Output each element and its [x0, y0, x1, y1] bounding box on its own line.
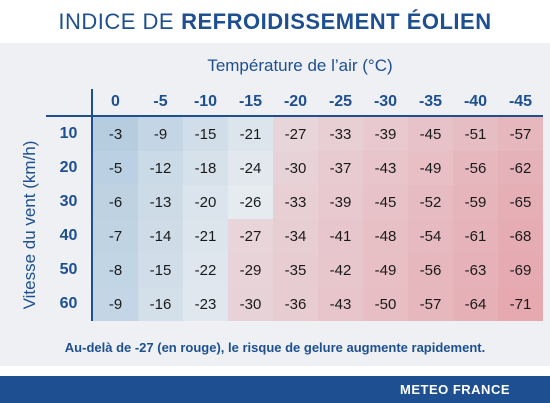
- wind-chill-cell: -50: [363, 287, 408, 321]
- wind-chill-cell: -65: [498, 185, 543, 219]
- y-axis-label: Vitesse du vent (km/h): [20, 140, 39, 310]
- wind-chill-cell: -18: [183, 151, 228, 185]
- wind-chill-cell: -15: [183, 116, 228, 151]
- risk-note: Au-delà de -27 (en rouge), le risque de …: [64, 340, 486, 355]
- wind-chill-cell: -37: [318, 151, 363, 185]
- wind-chill-cell: -27: [228, 219, 273, 253]
- table-row: 30 -6 -13 -20 -26 -33 -39 -45 -52 -59 -65: [46, 185, 543, 219]
- wind-chill-cell: -14: [138, 219, 183, 253]
- wind-chill-cell: -35: [273, 253, 318, 287]
- wind-chill-cell: -62: [498, 151, 543, 185]
- table-row: 50 -8 -15 -22 -29 -35 -42 -49 -56 -63 -69: [46, 253, 543, 287]
- temperature-header: -30: [363, 89, 408, 117]
- table-row: 20 -5 -12 -18 -24 -30 -37 -43 -49 -56 -62: [46, 151, 543, 185]
- wind-chill-cell: -39: [363, 116, 408, 151]
- wind-chill-cell: -6: [92, 185, 138, 219]
- wind-chill-cell: -49: [363, 253, 408, 287]
- wind-chill-cell: -13: [138, 185, 183, 219]
- wind-speed-header: 50: [46, 253, 93, 287]
- header-row: 0 -5 -10 -15 -20 -25 -30 -35 -40 -45: [46, 89, 543, 117]
- temperature-header: -10: [183, 89, 228, 117]
- wind-chill-cell: -8: [92, 253, 138, 287]
- wind-chill-cell: -21: [228, 116, 273, 151]
- wind-chill-cell: -33: [318, 116, 363, 151]
- temperature-header: -35: [408, 89, 453, 117]
- temperature-header: -5: [138, 89, 183, 117]
- wind-chill-cell: -57: [498, 116, 543, 151]
- wind-chill-cell: -29: [228, 253, 273, 287]
- wind-chill-cell: -15: [138, 253, 183, 287]
- wind-chill-cell: -56: [453, 151, 498, 185]
- temperature-header: -45: [498, 89, 543, 117]
- title-bar: INDICE DE REFROIDISSEMENT ÉOLIEN: [0, 0, 550, 43]
- wind-chill-cell: -63: [453, 253, 498, 287]
- wind-chill-cell: -49: [408, 151, 453, 185]
- table-row: 10 -3 -9 -15 -21 -27 -33 -39 -45 -51 -57: [46, 116, 543, 151]
- wind-chill-cell: -52: [408, 185, 453, 219]
- wind-chill-cell: -9: [92, 287, 138, 321]
- table-row: 40 -7 -14 -21 -27 -34 -41 -48 -54 -61 -68: [46, 219, 543, 253]
- wind-chill-cell: -45: [363, 185, 408, 219]
- wind-chill-cell: -41: [318, 219, 363, 253]
- footer-bar: METEO FRANCE: [0, 376, 550, 403]
- wind-chill-cell: -69: [498, 253, 543, 287]
- wind-chill-cell: -20: [183, 185, 228, 219]
- wind-chill-cell: -9: [138, 116, 183, 151]
- wind-speed-header: 60: [46, 287, 93, 321]
- wind-chill-cell: -43: [363, 151, 408, 185]
- title-bold: REFROIDISSEMENT ÉOLIEN: [181, 8, 492, 34]
- wind-chill-cell: -16: [138, 287, 183, 321]
- temperature-header: -25: [318, 89, 363, 117]
- wind-chill-cell: -33: [273, 185, 318, 219]
- title-light: INDICE DE: [58, 8, 175, 34]
- wind-chill-cell: -34: [273, 219, 318, 253]
- wind-chill-cell: -64: [453, 287, 498, 321]
- wind-chill-cell: -42: [318, 253, 363, 287]
- table-body: 10 -3 -9 -15 -21 -27 -33 -39 -45 -51 -57 20 -5 -12 -18…: [46, 116, 543, 321]
- wind-chill-cell: -36: [273, 287, 318, 321]
- temperature-header: -20: [273, 89, 318, 117]
- x-axis-label: Température de l’air (°C): [207, 56, 393, 75]
- wind-chill-cell: -12: [138, 151, 183, 185]
- wind-chill-cell: -45: [408, 116, 453, 151]
- wind-chill-cell: -51: [453, 116, 498, 151]
- wind-chill-cell: -3: [92, 116, 138, 151]
- temperature-header: 0: [92, 89, 138, 117]
- wind-chill-cell: -57: [408, 287, 453, 321]
- wind-chill-cell: -39: [318, 185, 363, 219]
- wind-chill-table: 0 -5 -10 -15 -20 -25 -30 -35 -40 -45 10 -3 -9 -15 -21…: [46, 89, 543, 321]
- wind-chill-cell: -56: [408, 253, 453, 287]
- wind-speed-header: 10: [46, 116, 93, 151]
- wind-chill-cell: -30: [273, 151, 318, 185]
- wind-chill-cell: -59: [453, 185, 498, 219]
- brand-logo-text: METEO FRANCE: [400, 382, 510, 397]
- temperature-header: -15: [228, 89, 273, 117]
- wind-chill-cell: -22: [183, 253, 228, 287]
- wind-chill-cell: -7: [92, 219, 138, 253]
- temperature-header: -40: [453, 89, 498, 117]
- wind-chill-cell: -71: [498, 287, 543, 321]
- wind-chill-cell: -24: [228, 151, 273, 185]
- wind-chill-cell: -68: [498, 219, 543, 253]
- wind-chill-cell: -43: [318, 287, 363, 321]
- wind-chill-cell: -30: [228, 287, 273, 321]
- table-row: 60 -9 -16 -23 -30 -36 -43 -50 -57 -64 -71: [46, 287, 543, 321]
- wind-chill-cell: -48: [363, 219, 408, 253]
- wind-chill-cell: -26: [228, 185, 273, 219]
- wind-chill-cell: -23: [183, 287, 228, 321]
- wind-chill-cell: -27: [273, 116, 318, 151]
- wind-chill-cell: -5: [92, 151, 138, 185]
- wind-speed-header: 30: [46, 185, 93, 219]
- wind-chill-cell: -21: [183, 219, 228, 253]
- wind-chill-cell: -54: [408, 219, 453, 253]
- wind-speed-header: 40: [46, 219, 93, 253]
- table-corner: [46, 89, 93, 117]
- wind-speed-header: 20: [46, 151, 93, 185]
- wind-chill-cell: -61: [453, 219, 498, 253]
